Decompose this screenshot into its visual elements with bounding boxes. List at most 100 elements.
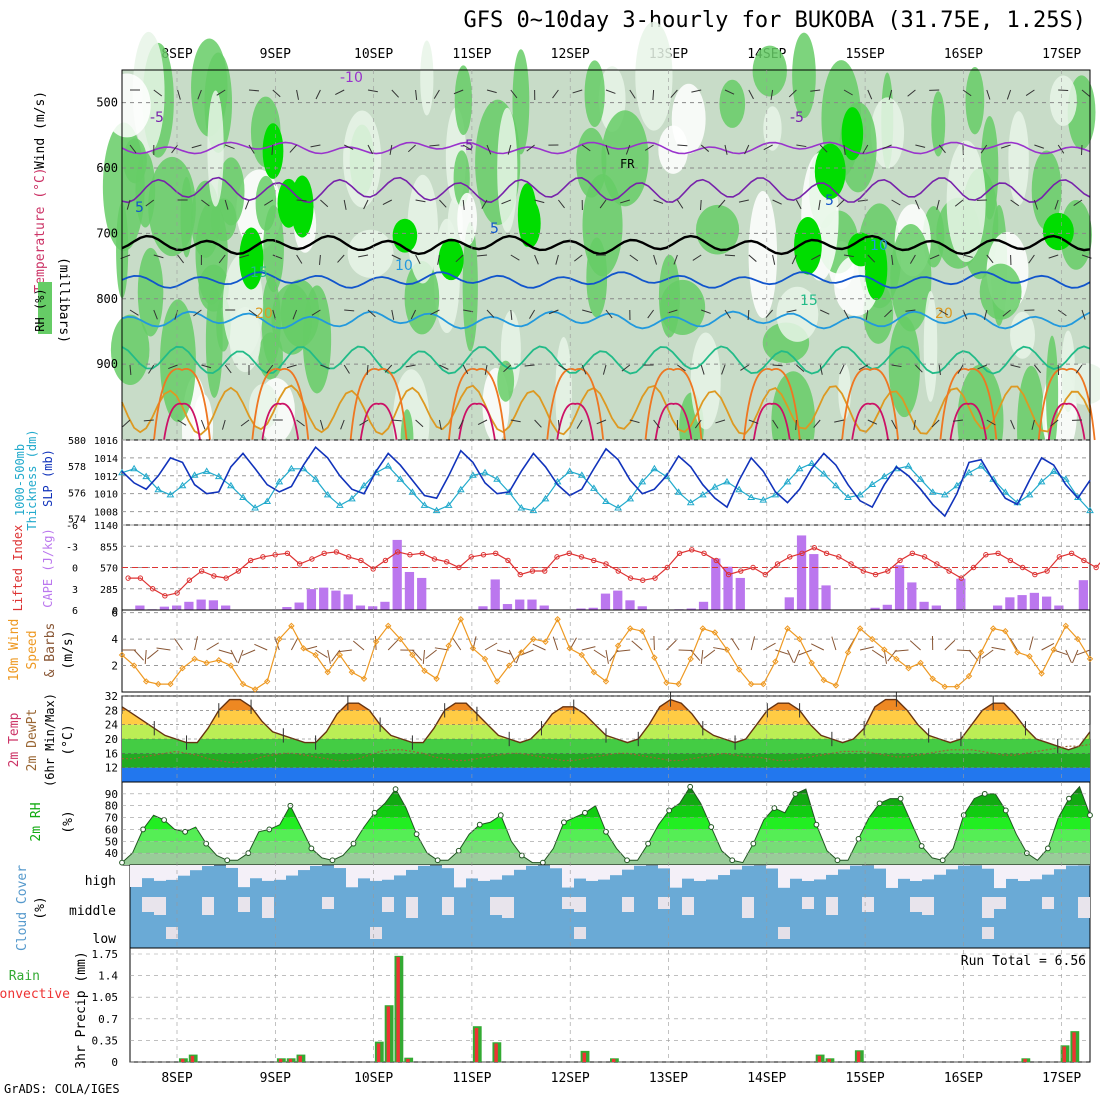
temp-20-contour [121, 384, 1091, 436]
wind-speed-point [639, 627, 646, 635]
upper-wind-barb [558, 199, 565, 209]
date-label-top: 10SEP [354, 47, 393, 62]
cloud-high-cell [310, 865, 322, 866]
rh2m-point [561, 819, 567, 826]
upper-wind-barb [905, 309, 916, 312]
wind-speed-point [518, 649, 525, 656]
thickness-point [759, 496, 768, 503]
upper-wind-barb [819, 309, 830, 315]
rh-shade-blob [1062, 363, 1100, 405]
cape-bar [355, 605, 366, 610]
upper-wind-barb [367, 89, 378, 93]
thickness-point [832, 481, 840, 489]
wind-speed-point [372, 638, 380, 645]
upper-wind-barb [462, 144, 473, 151]
upper-wind-barb [572, 89, 583, 94]
upper-wind-barb [1002, 309, 1011, 317]
rh-shade-blob [512, 49, 530, 155]
upper-wind-barb [558, 364, 568, 371]
upper-wind-barb [576, 419, 583, 429]
wind10-barb [290, 637, 299, 651]
upper-wind-barb [909, 254, 916, 264]
cloud-mid-cell [406, 897, 418, 918]
wind-speed-point [796, 635, 803, 643]
upper-wind-barb [1010, 364, 1021, 368]
cloud-high-label: high [85, 874, 116, 889]
cape-bar [490, 579, 500, 610]
date-label-top: 9SEP [260, 47, 291, 62]
precip-conv-bar [406, 1058, 410, 1062]
upper-wind-barb [986, 254, 994, 264]
upper-wind-barb [343, 199, 347, 210]
upper-wind-barb [216, 89, 226, 96]
cape-bar [404, 571, 415, 610]
temp-15-contour [121, 345, 1091, 375]
precip-conv-bar [278, 1058, 283, 1062]
upper-wind-barb [177, 89, 181, 100]
temp2m-label-3: (6hr Min/Max) [43, 693, 57, 787]
upper-wind-barb [724, 144, 728, 155]
lifted-point [713, 557, 719, 564]
cloud-high-cell [406, 865, 418, 870]
upper-wind-barb [1057, 144, 1065, 154]
thickness-tick: 574 [68, 514, 86, 525]
upper-wind-barb [677, 364, 686, 372]
temp-fr-contour [121, 234, 1091, 256]
temp-25-contour [153, 368, 211, 441]
upper-wind-barb [700, 144, 710, 152]
wind10-barb [327, 649, 331, 664]
upper-wind-barb [358, 254, 369, 258]
thickness-point [868, 480, 877, 487]
cloud-mid-cell [382, 897, 394, 912]
lifted-point [529, 568, 536, 574]
thickness-point [674, 488, 683, 495]
cape-tick: 285 [100, 585, 118, 596]
precip-tick: 1.75 [92, 948, 119, 961]
lifted-point [566, 550, 572, 557]
rh-shade-blob [205, 284, 223, 398]
upper-wind-barb [676, 199, 684, 209]
wind-speed-point [530, 635, 537, 643]
upper-wind-barb [320, 199, 329, 208]
cape-bar [221, 605, 231, 610]
wind-speed-point [239, 680, 247, 688]
upper-wind-barb [770, 89, 774, 100]
wind-speed-point [1074, 635, 1082, 643]
upper-wind-barb [811, 254, 821, 261]
wind10-barb [147, 649, 159, 660]
wind10-barb [616, 649, 631, 652]
upper-wind-barb [599, 199, 607, 209]
cape-bar [184, 601, 194, 610]
cloud-high-cell [598, 865, 610, 880]
thickness-point [1037, 477, 1046, 485]
upper-wind-barb [962, 89, 972, 97]
rh2m-point [897, 795, 904, 802]
wind10-barb [156, 647, 171, 651]
upper-wind-barb [382, 199, 393, 205]
upper-wind-barb [629, 254, 639, 262]
rh-shade-blob [931, 91, 946, 157]
upper-wind-barb [673, 254, 678, 265]
cloud-high-cell [778, 865, 790, 888]
lifted-point [321, 550, 327, 557]
wind-tick: 2 [111, 660, 118, 673]
rh2m-point [729, 857, 736, 864]
precip-label-2: Convective [0, 987, 70, 1002]
contour-label: 5 [490, 221, 499, 237]
cloud-high-cell [850, 865, 862, 866]
rh2m-point [455, 847, 462, 854]
lifted-point [505, 557, 511, 564]
upper-wind-barb [405, 364, 416, 368]
wind-speed-point [1002, 627, 1009, 635]
upper-wind-barb [143, 419, 154, 422]
wind-speed-point [566, 645, 573, 652]
wind10-barb [631, 640, 643, 651]
wind-speed-point [191, 655, 198, 663]
precip-panel-frame [129, 947, 1091, 1063]
wind10-barb [750, 636, 756, 651]
upper-wind-barb [526, 144, 535, 152]
precip-conv-bar [827, 1058, 831, 1062]
rh-high-blob [841, 107, 864, 161]
wind10-barb [700, 649, 704, 664]
wind-speed-point [263, 678, 271, 685]
